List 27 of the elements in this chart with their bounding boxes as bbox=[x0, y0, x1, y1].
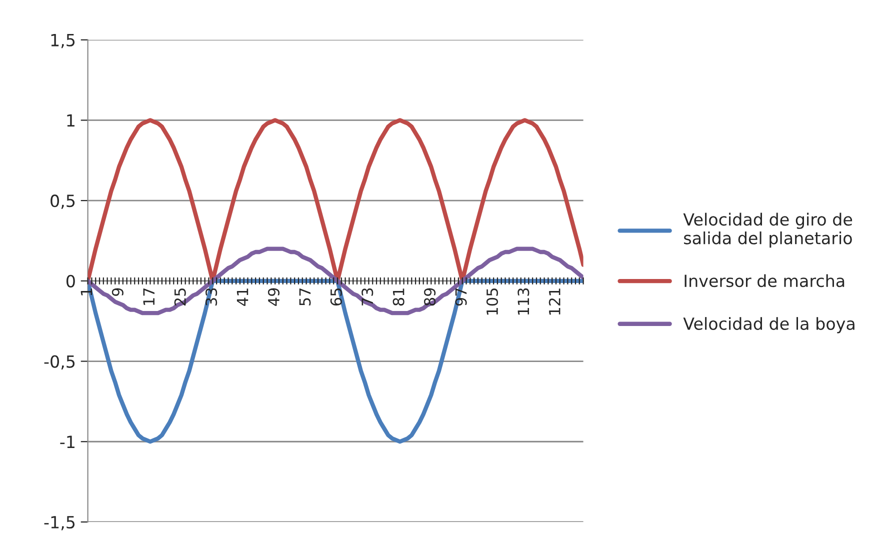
line-series bbox=[88, 118, 584, 283]
y-tick-label: 0 bbox=[66, 274, 75, 288]
legend-label: Velocidad de giro de salida del planetario bbox=[683, 212, 852, 248]
x-tick-label: 65 bbox=[330, 288, 342, 306]
x-tick-label: 1 bbox=[80, 288, 92, 296]
x-tick-label: 105 bbox=[486, 288, 498, 315]
y-tick-label: 0,5 bbox=[50, 194, 75, 209]
x-tick-label: 73 bbox=[362, 288, 374, 306]
y-tick-label: -0,5 bbox=[44, 355, 75, 370]
y-tick-label: 1 bbox=[67, 114, 74, 127]
x-tick-label: 33 bbox=[206, 288, 218, 306]
x-tick-label: 81 bbox=[392, 288, 404, 306]
x-tick-label: 121 bbox=[548, 288, 560, 315]
x-tick-label: 49 bbox=[268, 288, 280, 306]
y-tick-label: -1 bbox=[60, 436, 74, 448]
legend-label: Inversor de marcha bbox=[684, 274, 844, 288]
x-tick-label: 41 bbox=[236, 288, 248, 306]
y-tick-label: 1,5 bbox=[51, 34, 75, 48]
x-tick-label: 25 bbox=[174, 288, 186, 306]
x-tick-label: 113 bbox=[518, 288, 530, 315]
x-tick-label: 57 bbox=[299, 288, 311, 306]
x-tick-label: 17 bbox=[143, 288, 154, 305]
legend-label: Velocidad de la boya bbox=[683, 317, 854, 334]
x-tick-label: 89 bbox=[424, 288, 436, 306]
x-tick-label: 97 bbox=[455, 288, 467, 306]
x-tick-label: 9 bbox=[112, 288, 124, 296]
y-tick-label: -1,5 bbox=[44, 516, 75, 530]
